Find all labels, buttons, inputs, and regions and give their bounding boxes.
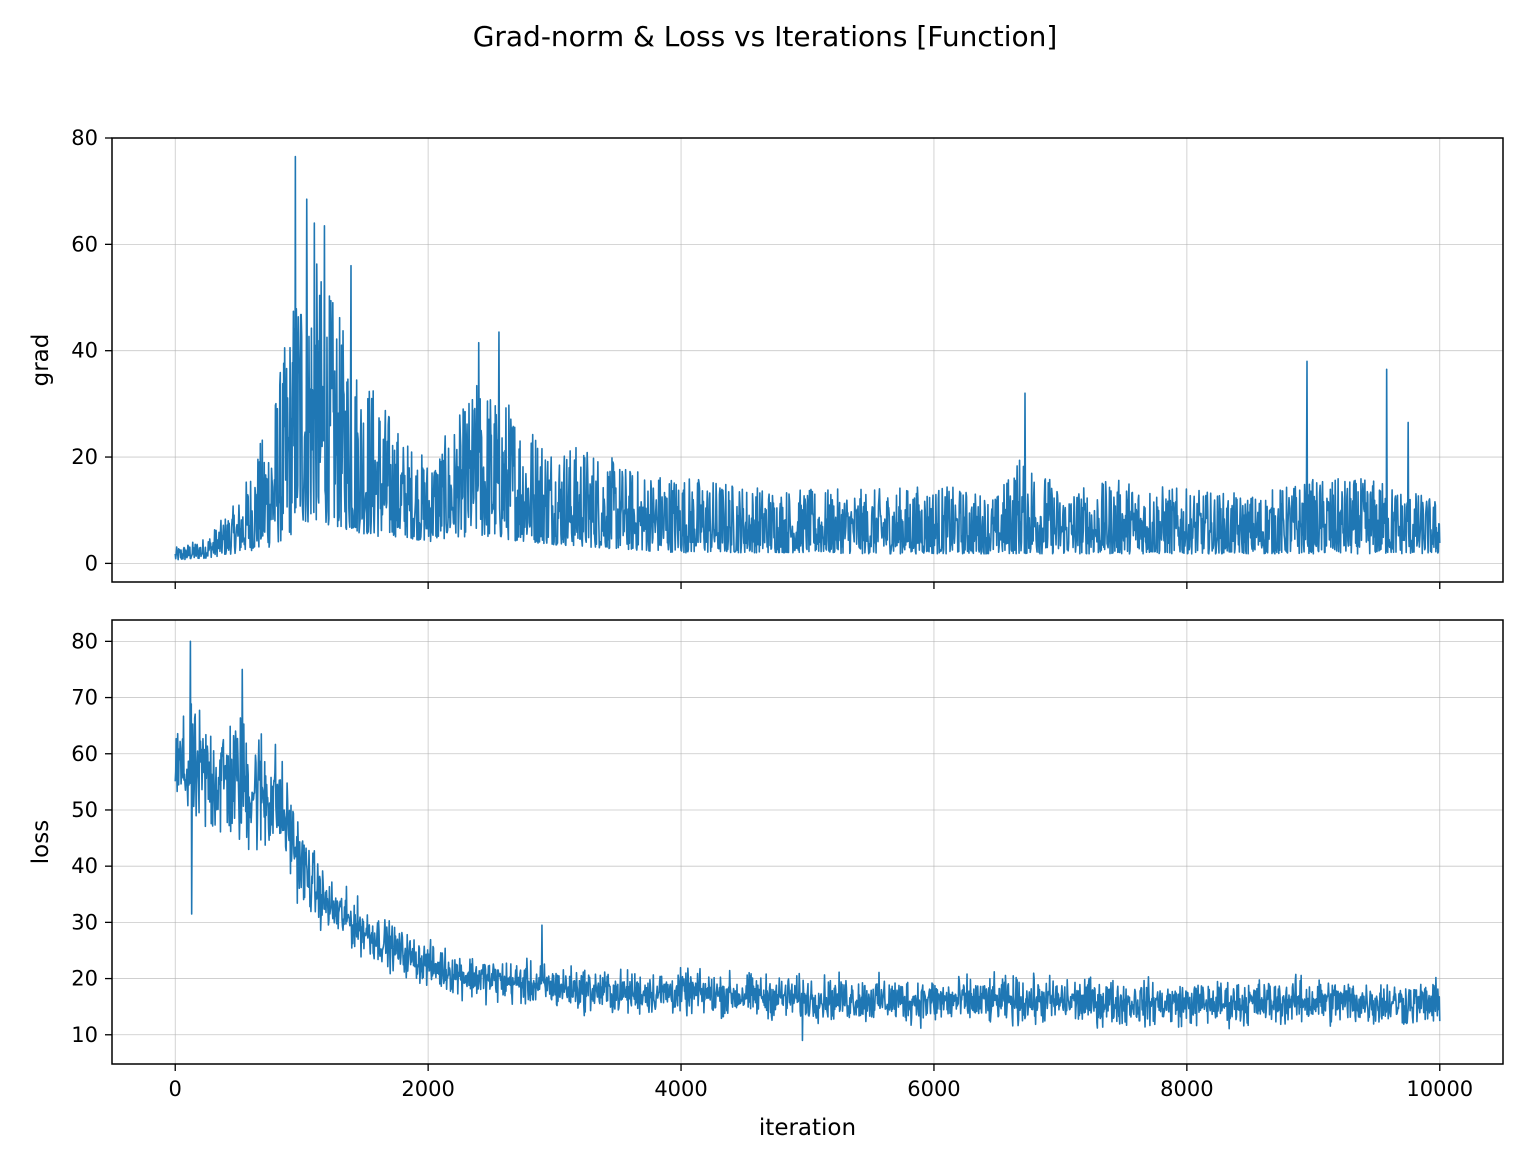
y-axis-label: loss <box>28 820 54 864</box>
axes-frame <box>111 137 1504 583</box>
x-tick-label: 6000 <box>907 1077 960 1101</box>
x-tick-label: 0 <box>169 1077 182 1101</box>
y-tick-label: 60 <box>71 742 98 766</box>
y-tick-label: 10 <box>71 1023 98 1047</box>
y-tick-label: 40 <box>71 854 98 878</box>
x-axis-label: iteration <box>759 1115 856 1141</box>
y-tick-label: 30 <box>71 910 98 934</box>
grad-series-line <box>174 155 1441 561</box>
y-tick-label: 50 <box>71 798 98 822</box>
grad-panel: 0 20 40 60 80 grad <box>28 126 1504 589</box>
y-tick-label: 40 <box>71 339 98 363</box>
y-tick-label: 80 <box>71 126 98 150</box>
x-tick-label: 4000 <box>654 1077 707 1101</box>
x-tick-label: 2000 <box>401 1077 454 1101</box>
loss-series-line <box>174 640 1441 1042</box>
y-tick-label: 60 <box>71 232 98 256</box>
x-tick-label: 8000 <box>1160 1077 1213 1101</box>
loss-panel: 0 2000 4000 6000 8000 10000 10 20 30 40 50 60 70 80 lo… <box>28 619 1504 1141</box>
y-tick-label: 20 <box>71 445 98 469</box>
x-tick-label: 10000 <box>1406 1077 1473 1101</box>
y-tick-label: 70 <box>71 686 98 710</box>
figure-title: Grad-norm & Loss vs Iterations [Function… <box>473 20 1058 53</box>
y-tick-label: 80 <box>71 629 98 653</box>
y-tick-label: 0 <box>85 551 98 575</box>
axes-frame <box>111 619 1504 1065</box>
y-axis-label: grad <box>28 334 54 387</box>
y-tick-label: 20 <box>71 967 98 991</box>
